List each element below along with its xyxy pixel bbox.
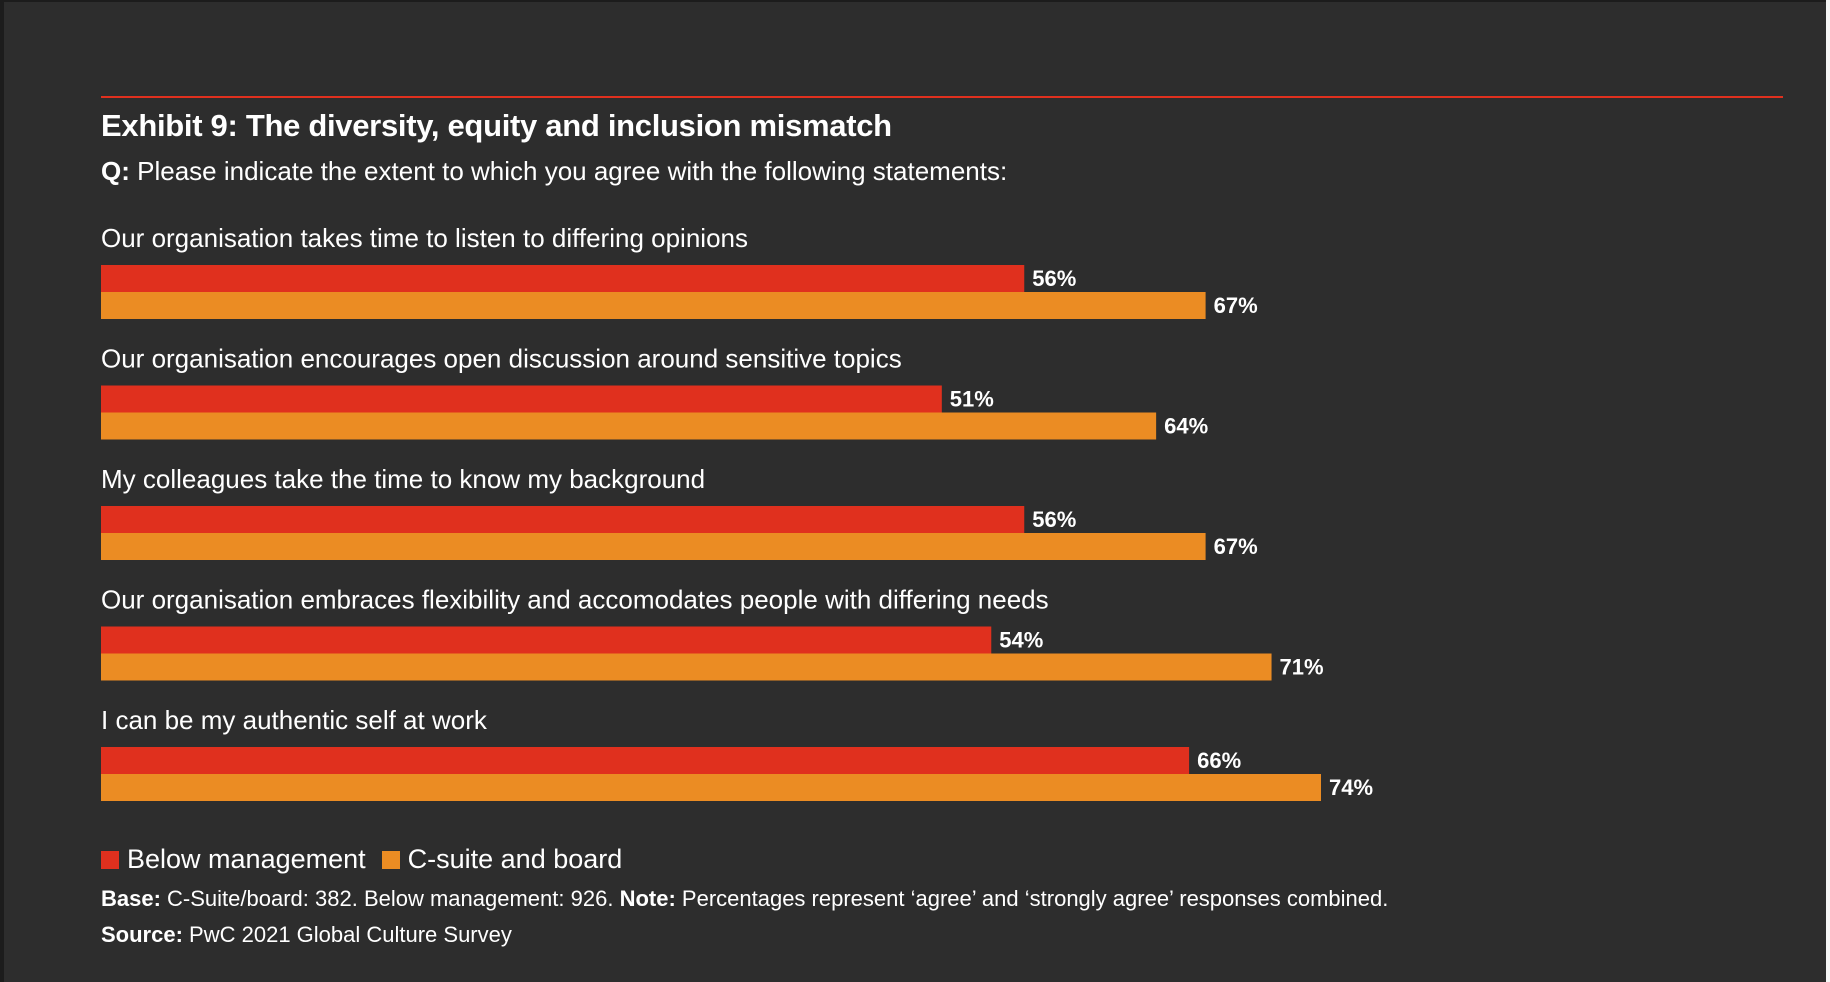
legend: Below management C-suite and board — [101, 844, 638, 875]
legend-item-below-management: Below management — [101, 844, 366, 875]
data-label-below-management: 51% — [950, 387, 994, 412]
data-label-below-management: 56% — [1032, 507, 1076, 532]
data-label-csuite-board: 71% — [1280, 655, 1324, 680]
base-label: Base: — [101, 886, 161, 911]
data-label-below-management: 54% — [999, 628, 1043, 653]
chart-title: Exhibit 9: The diversity, equity and inc… — [101, 108, 892, 143]
question-prefix: Q: — [101, 156, 130, 186]
legend-swatch-below-management — [101, 850, 119, 869]
data-label-csuite-board: 74% — [1329, 775, 1373, 800]
question-line: Q: Please indicate the extent to which y… — [101, 156, 1007, 187]
base-note: Base: C-Suite/board: 382. Below manageme… — [101, 886, 1388, 912]
legend-swatch-csuite-board — [381, 850, 400, 869]
data-label-csuite-board: 67% — [1214, 293, 1258, 318]
bar-below-management — [101, 265, 1025, 292]
bar-below-management — [101, 747, 1190, 774]
bar-csuite-board — [101, 292, 1206, 319]
bar-group: I can be my authentic self at work 66% 74% — [101, 705, 1373, 801]
bar-group: Our organisation takes time to listen to… — [101, 223, 1258, 319]
bar-below-management — [101, 385, 942, 413]
legend-label-below-management: Below management — [127, 844, 366, 874]
data-label-csuite-board: 67% — [1214, 534, 1258, 559]
bar-csuite-board — [101, 412, 1157, 440]
bar-group: Our organisation embraces flexibility an… — [101, 585, 1324, 681]
category-label: I can be my authentic self at work — [101, 705, 488, 735]
source-text: PwC 2021 Global Culture Survey — [189, 922, 512, 947]
base-text: C-Suite/board: 382. Below management: 92… — [167, 886, 614, 911]
legend-label-csuite-board: C-suite and board — [407, 844, 623, 874]
category-label: Our organisation embraces flexibility an… — [101, 585, 1049, 615]
category-label: Our organisation encourages open discuss… — [101, 344, 902, 374]
category-label: My colleagues take the time to know my b… — [101, 464, 705, 494]
bar-chart: Our organisation takes time to listen to… — [101, 223, 1373, 801]
note-label: Note: — [619, 886, 676, 911]
bar-below-management — [101, 506, 1025, 533]
note-text: Percentages represent ‘agree’ and ‘stron… — [681, 886, 1389, 911]
data-label-below-management: 66% — [1197, 748, 1241, 773]
bar-below-management — [101, 626, 992, 654]
bar-csuite-board — [101, 533, 1206, 560]
category-label: Our organisation takes time to listen to… — [101, 223, 748, 253]
title-rule — [101, 96, 1783, 98]
question-text: Please indicate the extent to which you … — [137, 156, 1008, 186]
source-note: Source: PwC 2021 Global Culture Survey — [101, 922, 512, 948]
data-label-csuite-board: 64% — [1164, 414, 1208, 439]
bar-group: My colleagues take the time to know my b… — [101, 464, 1258, 560]
bar-csuite-board — [101, 774, 1321, 801]
bar-csuite-board — [101, 653, 1272, 681]
bar-group: Our organisation encourages open discuss… — [101, 344, 1208, 440]
data-label-below-management: 56% — [1032, 266, 1076, 291]
legend-item-csuite-board: C-suite and board — [381, 844, 623, 875]
source-label: Source: — [101, 922, 183, 947]
